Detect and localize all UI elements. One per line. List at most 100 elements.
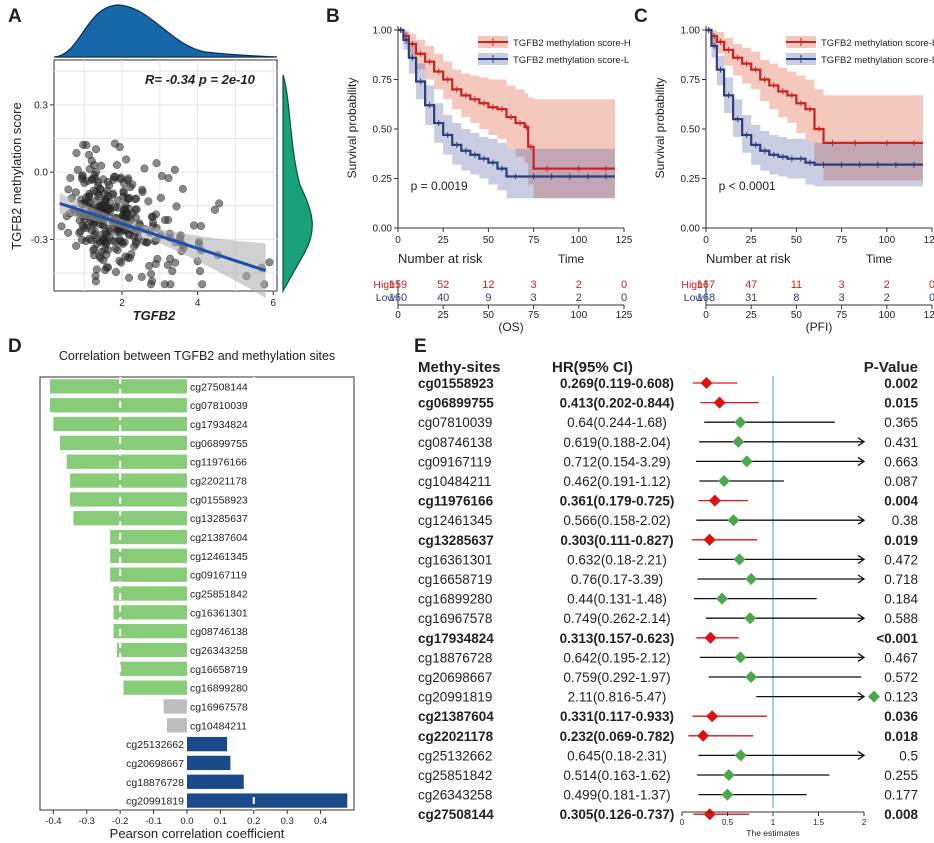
- bar-x-tick-label: -0.2: [112, 816, 128, 827]
- forest-header-pvalue: P-Value: [864, 359, 918, 376]
- scatter-point: [151, 259, 160, 269]
- forest-p-value: 0.002: [884, 376, 918, 391]
- panel-label-e: E: [414, 336, 427, 357]
- forest-p-value: 0.718: [884, 572, 918, 587]
- scatter-point: [112, 160, 122, 169]
- scatter-point: [163, 260, 172, 270]
- forest-hr-text: 0.499(0.181-1.37): [563, 788, 670, 803]
- km-os-p-value: p = 0.0019: [411, 179, 468, 193]
- forest-hr-text: 0.712(0.154-3.29): [563, 454, 670, 469]
- forest-ci-arrow: [857, 613, 866, 623]
- scatter-point: [160, 216, 170, 225]
- km-os-y-tick-label: 1.00: [373, 26, 393, 37]
- forest-site-label: cg06899755: [418, 396, 494, 411]
- bar-label: cg16899280: [190, 683, 248, 695]
- scatter-point: [111, 268, 121, 277]
- km-os-risk-count: 3: [531, 292, 537, 304]
- bar-cg16899280: [123, 680, 187, 695]
- scatter-point: [89, 246, 98, 255]
- forest-x-axis-label: The estimates: [746, 828, 799, 838]
- panel-label-a: A: [8, 6, 22, 27]
- bar-cg18876728: [186, 774, 244, 789]
- forest-site-label: cg08746138: [418, 435, 492, 450]
- forest-hr-text: 0.44(0.131-1.48): [567, 592, 667, 607]
- bar-x-axis-label: Pearson correlation coefficient: [110, 826, 285, 841]
- forest-p-value: 0.184: [884, 592, 918, 607]
- km-os-legend-label: TGFB2 methylation score-L: [513, 55, 629, 66]
- bar-x-tick-label: 0.1: [214, 816, 227, 827]
- scatter-point: [78, 172, 87, 181]
- scatter-point: [82, 141, 91, 150]
- scatter-point: [121, 200, 130, 209]
- km-os-risk-count: 160: [389, 292, 407, 304]
- bar-label: cg10484211: [190, 720, 247, 732]
- scatter-point: [71, 188, 81, 197]
- bar-label: cg25132662: [126, 739, 184, 751]
- km-os-risk-x-tick-label: 0: [395, 310, 401, 321]
- bar-cg25851842: [113, 586, 187, 601]
- bar-label: cg12461345: [190, 551, 248, 563]
- bar-x-tick-label: 0.2: [247, 816, 260, 827]
- bar-label: cg17934824: [190, 419, 248, 431]
- forest-estimate-diamond: [745, 573, 758, 585]
- scatter-point: [95, 251, 104, 260]
- km-pfi-x-tick-label: 125: [924, 235, 934, 246]
- forest-x-tick-label: 1.5: [813, 818, 825, 827]
- km-pfi-risk-count: 168: [697, 292, 715, 304]
- panel-label-c: C: [634, 6, 648, 27]
- bar-cg22021178: [70, 473, 187, 488]
- km-pfi-x-axis-label: Time: [866, 252, 893, 266]
- km-os-y-tick-label: 0.00: [373, 224, 393, 235]
- bar-x-tick-label: 0.3: [281, 816, 294, 827]
- forest-site-label: cg09167119: [418, 454, 491, 469]
- scatter-point: [97, 161, 106, 170]
- forest-site-label: cg16658719: [418, 572, 492, 587]
- forest-hr-text: 0.566(0.158-2.02): [563, 513, 670, 528]
- forest-estimate-diamond: [727, 514, 740, 527]
- forest-site-label: cg01558923: [418, 376, 494, 391]
- km-os-risk-count: 9: [485, 292, 491, 304]
- forest-p-value: <0.001: [876, 631, 918, 646]
- bar-cg20698667: [186, 755, 231, 771]
- scatter-point: [90, 161, 99, 170]
- km-os-x-tick-label: 0: [395, 235, 401, 246]
- scatter-point: [160, 280, 169, 289]
- scatter-point: [113, 196, 123, 205]
- forest-estimate-diamond: [704, 631, 717, 644]
- scatter-point: [131, 237, 140, 246]
- forest-header-site: Methy-sites: [418, 359, 501, 376]
- scatter-point: [189, 221, 199, 230]
- bar-cg20991819: [186, 793, 348, 808]
- km-os-risk-count: 2: [576, 279, 582, 291]
- scatter-point: [57, 222, 66, 231]
- km-pfi-y-tick-label: 0.00: [681, 224, 701, 235]
- forest-hr-text: 0.514(0.163-1.62): [563, 768, 670, 783]
- scatter-x-axis-label: TGFB2: [133, 308, 176, 323]
- scatter-point: [64, 228, 73, 237]
- scatter-point: [72, 241, 81, 250]
- scatter-point: [81, 193, 91, 202]
- scatter-point: [144, 197, 153, 206]
- forest-x-tick-label: 0.5: [722, 818, 734, 827]
- forest-p-value: 0.255: [884, 768, 918, 783]
- scatter-point: [92, 265, 101, 274]
- km-pfi-risk-title: Number at risk: [706, 251, 791, 266]
- km-pfi-curve-high: [706, 28, 923, 144]
- forest-estimate-diamond: [718, 475, 731, 487]
- km-pfi-y-tick-label: 0.75: [681, 75, 701, 86]
- forest-estimate-diamond: [713, 396, 726, 409]
- bar-cg27508144: [50, 379, 187, 394]
- km-os-risk-count: 3: [531, 279, 537, 291]
- forest-site-label: cg25851842: [418, 768, 492, 783]
- km-os-risk-row-label-low: Low: [376, 292, 396, 304]
- km-os-risk-row-label-high: High: [373, 279, 395, 291]
- forest-hr-text: 0.759(0.292-1.97): [563, 670, 670, 685]
- bar-cg06899755: [60, 435, 187, 451]
- scatter-point: [210, 205, 219, 214]
- forest-ci-arrow: [857, 652, 866, 662]
- forest-ci-arrow: [857, 574, 866, 584]
- km-os-risk-title: Number at risk: [398, 251, 483, 266]
- bar-cg13285637: [73, 511, 187, 526]
- forest-estimate-diamond: [706, 710, 719, 723]
- forest-x-tick-label: 2: [862, 818, 867, 827]
